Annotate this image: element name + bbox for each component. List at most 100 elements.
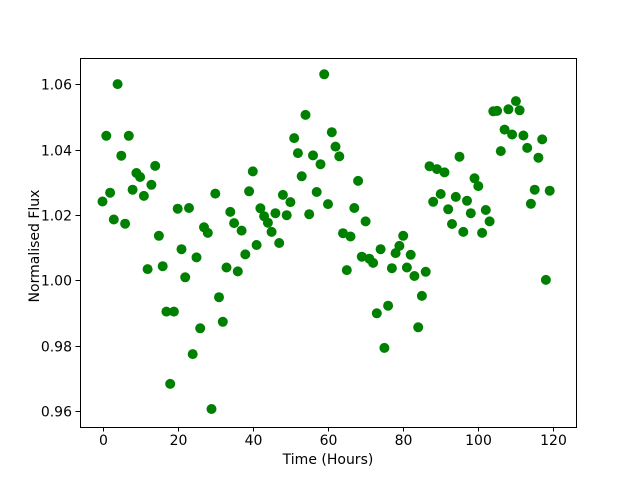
x-tick-label: 20 — [170, 433, 188, 449]
data-point — [202, 227, 213, 238]
data-point — [289, 133, 300, 144]
data-point — [462, 195, 472, 206]
data-point — [191, 252, 202, 263]
data-point — [323, 199, 333, 210]
data-point — [274, 238, 285, 248]
data-point — [473, 181, 484, 192]
data-point — [529, 184, 540, 195]
data-point — [266, 226, 277, 237]
data-point — [97, 196, 108, 207]
data-point — [503, 104, 514, 115]
x-tick-label: 60 — [320, 433, 338, 449]
data-point — [232, 266, 243, 277]
data-point — [311, 187, 322, 197]
data-point — [469, 173, 480, 184]
data-point — [315, 159, 326, 170]
data-point — [522, 142, 533, 153]
y-tick-label: 1.00 — [41, 274, 72, 290]
data-point — [533, 152, 544, 163]
data-point — [420, 266, 431, 277]
x-tick-label: 100 — [465, 433, 492, 449]
data-point — [518, 130, 529, 141]
data-point — [112, 79, 123, 90]
x-tick-label: 0 — [99, 433, 108, 449]
data-point — [247, 166, 258, 177]
data-point — [510, 96, 521, 107]
data-point — [101, 130, 112, 141]
data-point — [383, 300, 394, 311]
data-point — [105, 187, 116, 198]
y-tick-label: 1.04 — [41, 144, 72, 160]
data-point — [368, 257, 379, 268]
data-point — [447, 219, 457, 229]
axes-spines — [80, 58, 577, 428]
data-point — [127, 184, 138, 195]
data-point — [308, 150, 318, 161]
data-point — [394, 240, 405, 251]
data-point — [349, 203, 360, 213]
data-point — [229, 218, 240, 229]
data-point — [544, 185, 555, 196]
data-point — [180, 272, 191, 283]
data-point — [484, 216, 495, 227]
data-point — [401, 262, 412, 273]
data-point — [379, 342, 390, 353]
data-point — [458, 226, 469, 237]
data-point — [195, 323, 206, 334]
x-tick-label: 120 — [540, 433, 567, 449]
y-tick-label: 0.96 — [41, 405, 72, 421]
data-point — [217, 316, 228, 327]
data-point — [507, 129, 518, 140]
data-point — [300, 109, 311, 120]
data-point — [138, 190, 149, 201]
data-point — [450, 191, 461, 202]
data-point — [277, 189, 288, 200]
y-tick-label: 1.02 — [41, 209, 72, 225]
data-point — [150, 160, 161, 171]
data-point — [319, 69, 330, 80]
data-point — [477, 227, 488, 238]
data-point — [184, 203, 194, 213]
data-point — [116, 150, 127, 161]
data-point — [345, 231, 356, 242]
data-point — [187, 349, 198, 360]
data-point — [439, 167, 450, 178]
data-point — [285, 197, 296, 208]
data-point — [255, 203, 266, 214]
data-point — [356, 251, 367, 262]
data-point — [409, 271, 420, 281]
data-point — [375, 244, 386, 255]
data-point — [165, 378, 176, 389]
data-point — [416, 290, 427, 301]
data-point — [514, 105, 525, 116]
data-point — [172, 203, 183, 214]
data-point — [157, 261, 168, 272]
data-point — [161, 306, 172, 317]
data-point — [240, 249, 251, 260]
data-point — [341, 265, 352, 276]
data-point — [108, 214, 119, 225]
data-point — [435, 189, 446, 199]
data-point — [424, 161, 435, 172]
x-tick-label: 40 — [245, 433, 263, 449]
y-axis-label: Normalised Flux — [27, 189, 43, 303]
data-point — [537, 134, 548, 145]
data-point — [153, 230, 164, 241]
data-point — [296, 171, 307, 182]
data-point — [123, 130, 134, 141]
data-point — [236, 225, 247, 236]
data-point — [334, 151, 345, 162]
data-point — [360, 216, 371, 227]
x-axis-label: Time (Hours) — [282, 452, 374, 468]
data-point — [405, 249, 416, 260]
data-point — [168, 306, 179, 317]
data-point — [326, 127, 337, 138]
data-point — [398, 230, 409, 241]
y-tick-label: 1.06 — [41, 78, 72, 94]
data-point — [206, 404, 217, 414]
data-point — [120, 218, 131, 229]
data-point — [221, 262, 232, 273]
data-point — [413, 322, 424, 333]
data-point — [499, 124, 510, 135]
